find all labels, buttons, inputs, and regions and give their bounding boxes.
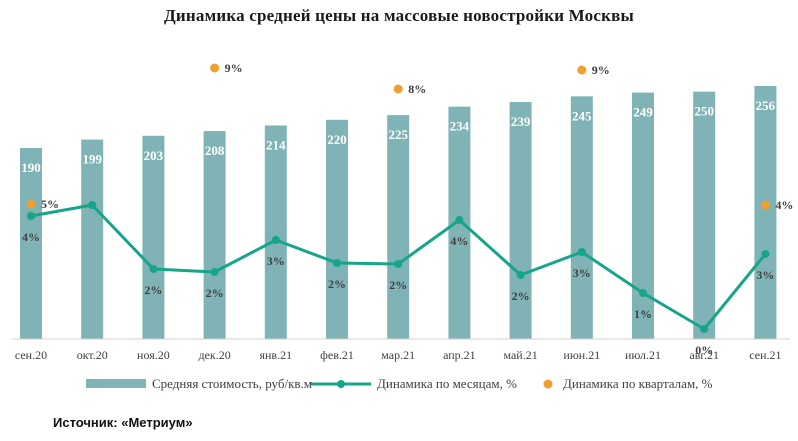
bar-value-label: 256 <box>756 98 776 113</box>
bar-value-label: 214 <box>266 137 286 152</box>
bar <box>509 101 532 339</box>
monthly-point <box>455 216 464 224</box>
legend-bar-label: Средняя стоимость, руб/кв.м <box>152 376 312 391</box>
chart-title: Динамика средней цены на массовые новост… <box>164 6 634 25</box>
quarterly-point <box>26 199 36 209</box>
monthly-point <box>761 250 770 258</box>
bar <box>632 92 654 339</box>
monthly-point <box>149 265 158 273</box>
source-note: Источник: «Метриум» <box>53 415 193 430</box>
x-tick-label: дек.20 <box>198 348 230 362</box>
x-tick-label: окт.20 <box>77 348 108 362</box>
monthly-point <box>271 236 280 244</box>
bar <box>81 139 104 339</box>
monthly-point <box>577 248 586 256</box>
legend-quarterly-marker <box>543 379 553 389</box>
bar-value-label: 208 <box>205 143 225 158</box>
legend-bar-swatch <box>86 379 146 388</box>
x-tick-label: июл.21 <box>625 348 661 362</box>
quarterly-point <box>393 84 403 94</box>
bar <box>754 86 777 339</box>
x-tick-label: янв.21 <box>259 348 292 362</box>
bar <box>326 119 348 340</box>
bar <box>20 148 42 339</box>
monthly-point <box>516 271 525 279</box>
x-tick-label: ноя.20 <box>137 348 170 362</box>
monthly-value-label: 2% <box>389 278 407 292</box>
bar-value-label: 239 <box>511 114 531 129</box>
x-tick-label: мар.21 <box>381 348 415 362</box>
bar-value-label: 203 <box>144 148 164 163</box>
bar <box>570 96 593 339</box>
bar-value-label: 250 <box>694 104 714 119</box>
bar <box>264 125 287 339</box>
quarterly-value-label: 4% <box>775 198 793 212</box>
bar <box>387 115 410 339</box>
bar <box>693 91 716 340</box>
monthly-point <box>210 268 219 276</box>
bar-value-label: 245 <box>572 108 592 123</box>
quarterly-value-label: 8% <box>408 82 426 96</box>
monthly-point <box>639 289 647 297</box>
monthly-point <box>27 212 35 220</box>
monthly-value-label: 3% <box>573 266 591 280</box>
x-tick-label: июн.21 <box>563 348 600 362</box>
monthly-value-label: 2% <box>512 289 530 303</box>
bar <box>203 131 226 339</box>
quarterly-value-label: 5% <box>41 197 59 211</box>
monthly-point <box>700 325 709 333</box>
quarterly-value-label: 9% <box>225 61 243 75</box>
legend-monthly-marker <box>337 380 345 388</box>
bar-value-label: 190 <box>21 160 41 175</box>
monthly-value-label: 4% <box>22 230 40 244</box>
monthly-point <box>394 260 403 268</box>
bar-value-label: 199 <box>82 152 102 167</box>
monthly-value-label: 0% <box>695 343 713 357</box>
bar-value-label: 234 <box>450 119 470 134</box>
x-tick-label: фев.21 <box>320 348 354 362</box>
bar-value-label: 225 <box>388 127 408 142</box>
bar-value-label: 220 <box>327 132 347 147</box>
x-tick-label: апр.21 <box>443 348 476 362</box>
quarterly-point <box>210 63 220 73</box>
legend-monthly-label: Динамика по месяцам, % <box>377 376 517 391</box>
monthly-value-label: 1% <box>634 307 652 321</box>
quarterly-point <box>760 200 770 210</box>
monthly-value-label: 2% <box>206 286 224 300</box>
quarterly-point <box>577 65 587 75</box>
x-tick-label: сен.21 <box>749 348 781 362</box>
bar-value-label: 249 <box>633 105 653 120</box>
monthly-value-label: 2% <box>328 277 346 291</box>
monthly-value-label: 2% <box>144 283 162 297</box>
x-tick-label: сен.20 <box>15 348 47 362</box>
monthly-point <box>88 201 97 209</box>
legend-quarterly-label: Динамика по кварталам, % <box>563 376 713 391</box>
monthly-point <box>333 259 341 267</box>
monthly-value-label: 3% <box>267 254 285 268</box>
bar <box>142 135 165 339</box>
x-tick-label: авг.21 <box>689 348 719 362</box>
x-tick-label: май.21 <box>503 348 537 362</box>
quarterly-value-label: 9% <box>592 63 610 77</box>
monthly-value-label: 3% <box>756 268 774 282</box>
monthly-value-label: 4% <box>450 234 468 248</box>
